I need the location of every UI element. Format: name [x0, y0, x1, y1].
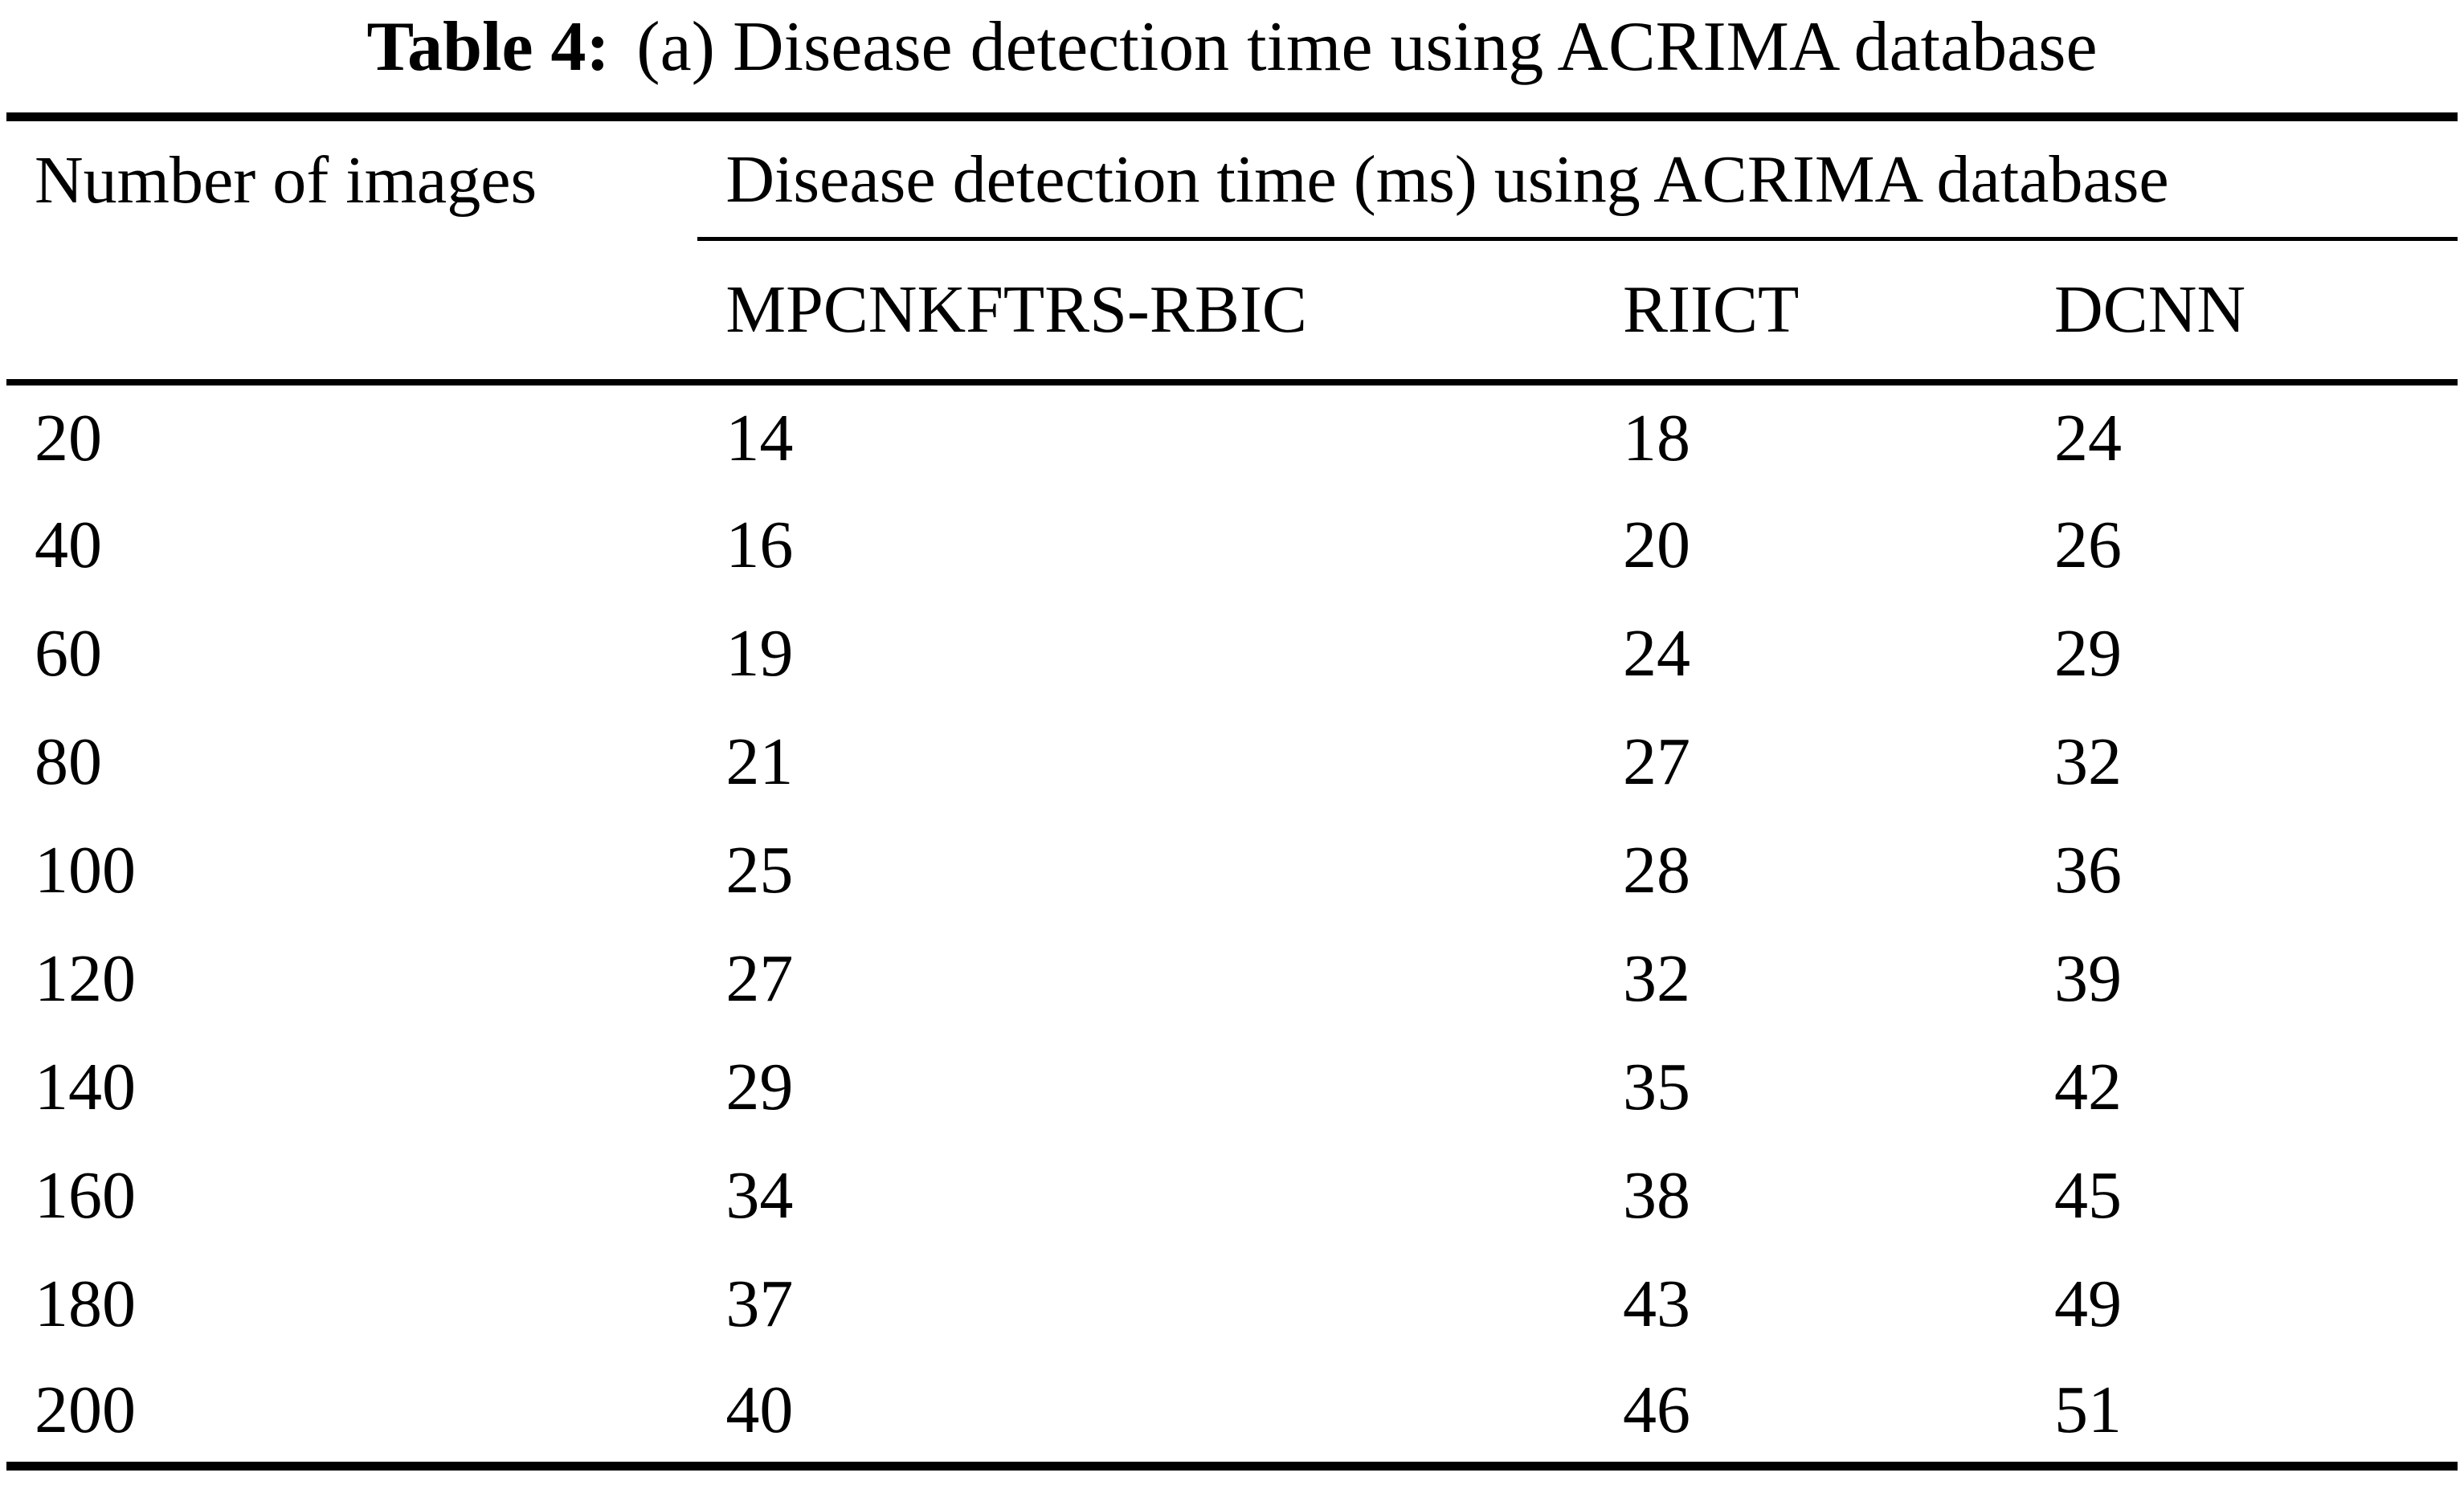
- cell-images: 60: [35, 615, 102, 691]
- cell-images: 180: [35, 1266, 136, 1341]
- method-header-spacer: [6, 239, 698, 386]
- cell-mpcnkftrs-rbic: 21: [725, 724, 794, 799]
- col-header-dcnn: DCNN: [2026, 239, 2458, 386]
- cell-mpcnkftrs-rbic: 37: [725, 1266, 794, 1341]
- cell-riict: 35: [1623, 1049, 1691, 1124]
- cell-dcnn: 24: [2054, 400, 2122, 475]
- cell-mpcnkftrs-rbic: 25: [725, 832, 794, 908]
- col-header-number-of-images: Number of images: [35, 142, 537, 218]
- cell-images: 200: [35, 1372, 136, 1447]
- cell-images: 100: [35, 832, 136, 908]
- cell-riict: 27: [1623, 724, 1691, 799]
- cell-mpcnkftrs-rbic: 19: [725, 615, 794, 691]
- cell-riict: 46: [1623, 1372, 1691, 1447]
- cell-images: 20: [35, 400, 102, 475]
- cell-dcnn: 49: [2054, 1266, 2122, 1341]
- col-header-riict: RIICT: [1595, 239, 2026, 386]
- cell-riict: 18: [1623, 400, 1691, 475]
- cell-images: 120: [35, 940, 136, 1016]
- table-row: 200 40 46 51: [6, 1358, 2458, 1467]
- cell-images: 140: [35, 1049, 136, 1124]
- cell-mpcnkftrs-rbic: 16: [725, 507, 794, 582]
- cell-riict: 43: [1623, 1266, 1691, 1341]
- cell-dcnn: 42: [2054, 1049, 2122, 1124]
- table-row: 140 29 35 42: [6, 1033, 2458, 1141]
- table-caption-label: Table 4:: [366, 8, 610, 86]
- table-body: 20 14 18 24 40 16 20 26 60 19 24 29 80 2…: [6, 382, 2458, 1467]
- cell-riict: 38: [1623, 1157, 1691, 1233]
- cell-dcnn: 36: [2054, 832, 2122, 908]
- cell-dcnn: 29: [2054, 615, 2122, 691]
- cell-riict: 24: [1623, 615, 1691, 691]
- cell-mpcnkftrs-rbic: 34: [725, 1157, 794, 1233]
- cell-riict: 32: [1623, 940, 1691, 1016]
- cell-dcnn: 26: [2054, 507, 2122, 582]
- group-header-row: Number of images Disease detection time …: [6, 116, 2458, 241]
- cell-images: 80: [35, 724, 102, 799]
- cell-dcnn: 51: [2054, 1372, 2122, 1447]
- data-table: Number of images Disease detection time …: [6, 112, 2458, 1471]
- cell-dcnn: 39: [2054, 940, 2122, 1016]
- method-header-row: MPCNKFTRS-RBIC RIICT DCNN: [6, 239, 2458, 386]
- table-row: 100 25 28 36: [6, 816, 2458, 924]
- table-caption: Table 4: (a) Disease detection time using…: [0, 0, 2464, 112]
- cell-mpcnkftrs-rbic: 27: [725, 940, 794, 1016]
- cell-mpcnkftrs-rbic: 29: [725, 1049, 794, 1124]
- table-caption-text: (a) Disease detection time using ACRIMA …: [636, 8, 2098, 86]
- col-header-mpcnkftrs-rbic: MPCNKFTRS-RBIC: [697, 239, 1596, 386]
- cell-riict: 20: [1623, 507, 1691, 582]
- cell-images: 160: [35, 1157, 136, 1233]
- cell-images: 40: [35, 507, 102, 582]
- table-row: 60 19 24 29: [6, 599, 2458, 708]
- cell-dcnn: 32: [2054, 724, 2122, 799]
- table-row: 20 14 18 24: [6, 382, 2458, 491]
- cell-dcnn: 45: [2054, 1157, 2122, 1233]
- table-row: 120 27 32 39: [6, 924, 2458, 1033]
- table-row: 160 34 38 45: [6, 1141, 2458, 1250]
- cell-mpcnkftrs-rbic: 14: [725, 400, 794, 475]
- table-row: 40 16 20 26: [6, 491, 2458, 599]
- table-row: 180 37 43 49: [6, 1250, 2458, 1358]
- cell-riict: 28: [1623, 832, 1691, 908]
- cell-mpcnkftrs-rbic: 40: [725, 1372, 794, 1447]
- col-group-header-detection-time: Disease detection time (ms) using ACRIMA…: [697, 116, 2458, 241]
- table-row: 80 21 27 32: [6, 708, 2458, 816]
